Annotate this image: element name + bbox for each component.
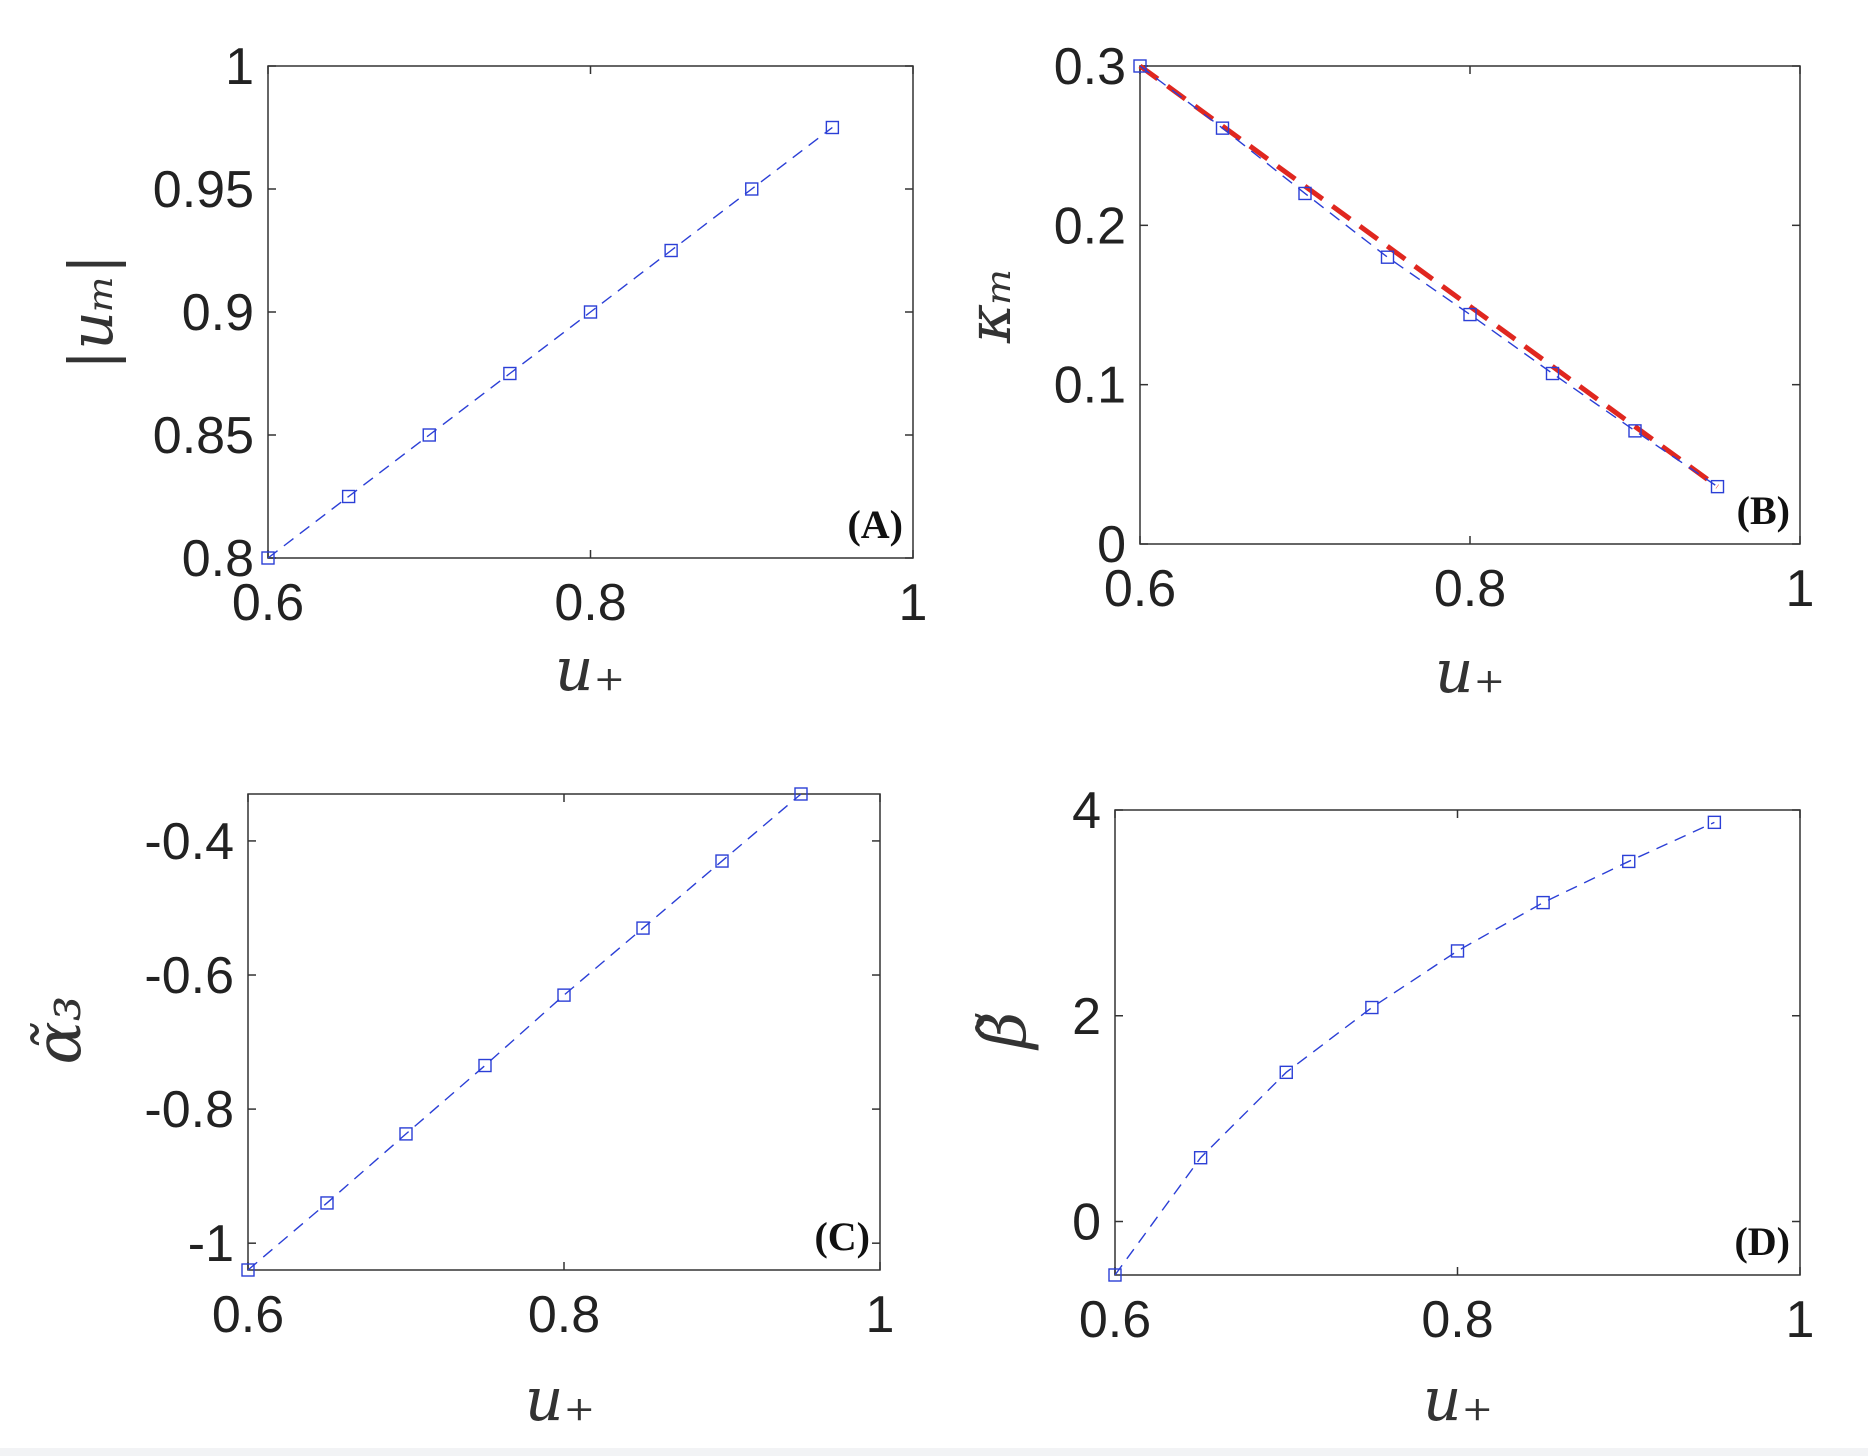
x-tick-label: 0.6 [212,1286,284,1344]
series-line [247,793,802,1271]
data-point [1710,479,1725,494]
data-point [320,1196,334,1210]
y-axis-label: κₘ [955,267,1025,344]
data-point [478,1058,492,1073]
y-tick-label: 0 [1097,516,1126,574]
data-point [1536,895,1550,910]
data-point [1215,121,1230,135]
x-tick-label: 0.8 [1434,560,1506,618]
y-tick-label: -0.6 [144,947,234,1005]
data-point [1628,424,1642,438]
y-tick-label: -0.8 [144,1081,234,1139]
data-point [1298,186,1312,201]
plot-frame [247,793,881,1271]
series-line [1139,65,1718,488]
y-tick-label: -1 [188,1215,234,1273]
data-point [557,988,571,1002]
data-point [1279,1065,1293,1080]
data-point [503,366,517,381]
data-point [715,854,729,868]
data-point [664,243,678,258]
series-line [1114,821,1715,1276]
panel-label: (D) [1734,1219,1790,1264]
y-tick-label: 4 [1072,782,1101,840]
panel-d: 0.6 0.8 1 0 2 4 u₊ β̃ (D) [967,782,1814,1435]
x-tick-label: 0.6 [232,574,304,632]
y-tick-label: -0.4 [144,813,234,871]
y-axis-label: |uₘ| [57,254,127,370]
data-point [1133,59,1147,73]
bottom-strip [0,1448,1868,1456]
y-tick-label: 0.3 [1054,38,1126,96]
y-tick-label: 1 [225,38,254,96]
data-point [794,787,808,801]
x-tick-label: 1 [866,1286,895,1344]
x-tick-label: 1 [1786,560,1815,618]
data-point [1450,944,1465,958]
x-tick-label: 0.6 [1104,560,1176,618]
panel-label: (B) [1737,488,1790,533]
data-point [422,428,436,442]
x-axis-label: u₊ [525,1365,595,1435]
panel-b: 0.6 0.8 1 0 0.1 0.2 0.3 u₊ κₘ (B) [955,38,1814,707]
data-point [636,921,650,935]
y-axis-label: β̃ [967,1012,1041,1051]
data-point [1365,1000,1379,1015]
data-point [1380,250,1395,264]
y-tick-label: 0.1 [1054,357,1126,415]
data-point [1545,366,1560,381]
x-axis-label: u₊ [1423,1365,1493,1435]
x-tick-label: 0.8 [528,1286,600,1344]
panel-c: 0.6 0.8 1 -1 -0.8 -0.6 -0.4 u₊ α̃₃ (C) [22,787,895,1435]
series-line [267,126,833,559]
x-axis-label: u₊ [555,635,625,705]
data-point [1108,1268,1122,1282]
plot-frame [1114,809,1801,1276]
y-tick-label: 0 [1072,1194,1101,1252]
series-line [1138,63,1719,489]
data-point [1193,1151,1208,1165]
x-tick-label: 0.6 [1079,1291,1151,1349]
y-tick-label: 0.9 [182,284,254,342]
x-axis-label: u₊ [1435,637,1505,707]
data-point [745,182,759,196]
y-tick-label: 0.95 [153,161,254,219]
panel-label: (C) [814,1214,870,1259]
panel-label: (A) [847,502,903,547]
data-point [1707,815,1722,830]
data-point [583,305,598,319]
data-point [241,1263,255,1277]
y-tick-label: 0.8 [182,530,254,588]
x-tick-label: 0.8 [554,574,626,632]
data-point [261,551,275,565]
data-point [399,1127,413,1141]
data-point [1463,307,1477,322]
data-point [341,489,356,504]
x-tick-label: 0.8 [1421,1291,1493,1349]
y-tick-label: 0.85 [153,407,254,465]
data-point [825,120,840,135]
y-tick-label: 0.2 [1054,197,1126,255]
y-axis-label: α̃₃ [22,996,96,1065]
x-tick-label: 1 [899,574,928,632]
data-point [1622,854,1636,869]
y-tick-label: 2 [1072,988,1101,1046]
x-tick-label: 1 [1786,1291,1815,1349]
